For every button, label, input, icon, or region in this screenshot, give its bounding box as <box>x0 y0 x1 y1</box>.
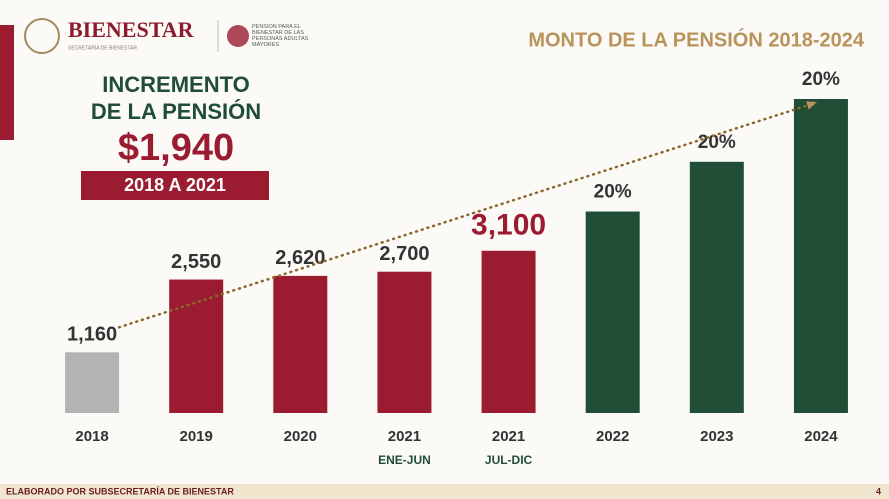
program-text: PENSIÓN PARA EL BIENESTAR DE LAS PERSONA… <box>252 24 309 48</box>
bar <box>689 161 744 413</box>
highlight-title: INCREMENTO <box>102 72 250 97</box>
logo-subtext: SECRETARÍA DE BIENESTAR <box>68 44 137 51</box>
side-stripe <box>0 25 14 140</box>
highlight-amount: $1,940 <box>118 127 234 169</box>
x-sublabel: ENE-JUN <box>378 453 431 467</box>
x-tick-label: 2020 <box>284 428 317 445</box>
x-tick-label: 2021 <box>388 428 421 445</box>
x-tick-label: 2024 <box>804 428 838 445</box>
highlight-period: 2018 A 2021 <box>124 175 226 195</box>
x-sublabel: JUL-DIC <box>485 453 533 467</box>
growth-label: 20% <box>698 132 736 153</box>
program-text-box: PENSIÓN PARA EL BIENESTAR DE LAS PERSONA… <box>252 24 309 48</box>
logo-text: BIENESTAR <box>68 17 195 42</box>
x-tick-label: 2023 <box>700 428 733 445</box>
trend-line <box>117 101 817 329</box>
value-label: 2,620 <box>275 247 325 269</box>
footer-text: ELABORADO POR SUBSECRETARÍA DE BIENESTAR <box>6 486 234 496</box>
bar <box>273 275 328 413</box>
page-number: 4 <box>876 486 881 496</box>
x-tick-label: 2022 <box>596 428 629 445</box>
bar <box>585 211 640 413</box>
value-label: 2,550 <box>171 251 221 273</box>
value-label: 2,700 <box>379 243 429 265</box>
bar <box>377 271 432 413</box>
growth-label: 20% <box>594 182 632 203</box>
chart-title: MONTO DE LA PENSIÓN 2018-2024 <box>528 27 865 51</box>
growth-label: 20% <box>802 69 840 90</box>
trend-arrow <box>806 101 817 110</box>
bar <box>481 250 536 413</box>
x-tick-label: 2018 <box>75 428 108 445</box>
highlight-title: DE LA PENSIÓN <box>91 99 261 124</box>
bar <box>169 279 224 413</box>
period-box <box>81 171 269 200</box>
footer-band <box>0 484 889 499</box>
value-label: 1,160 <box>67 324 117 346</box>
logo-emblem <box>24 18 60 54</box>
program-logo <box>227 25 249 47</box>
x-tick-label: 2021 <box>492 428 525 445</box>
bar <box>65 352 120 413</box>
value-label: 3,100 <box>471 209 546 242</box>
bar <box>793 99 848 413</box>
x-tick-label: 2019 <box>180 428 213 445</box>
